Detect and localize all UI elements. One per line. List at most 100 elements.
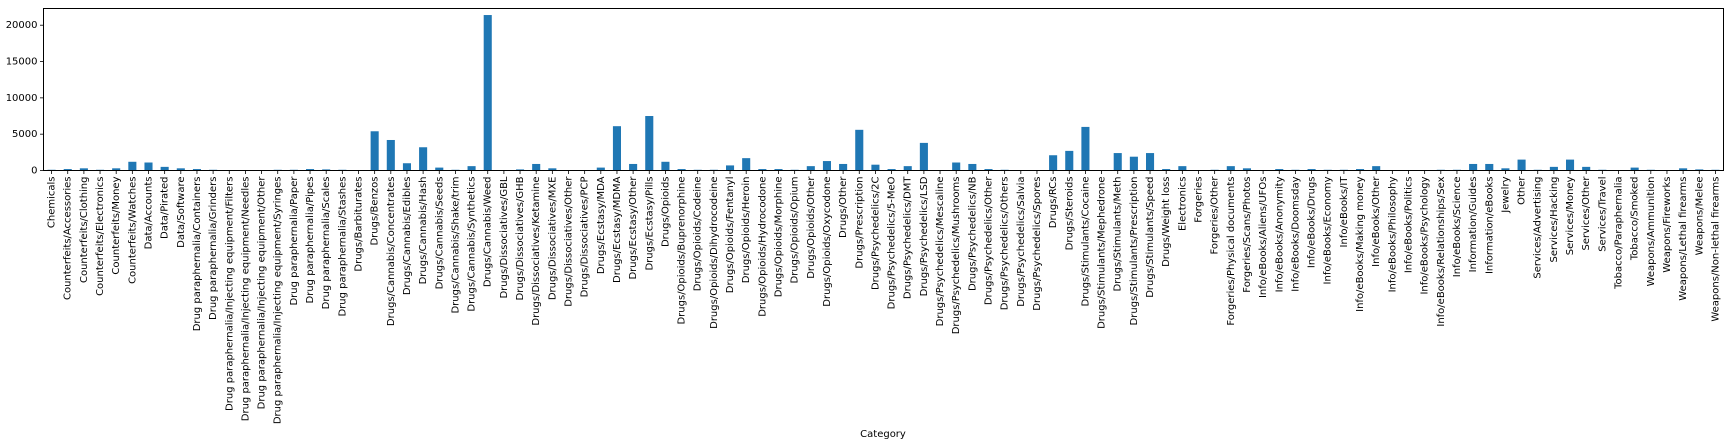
x-tick-label: Drug paraphernalia/Injecting equipment/N… [240,177,251,422]
x-tick-label: Drugs/Steroids [1064,177,1075,251]
x-tick-label: Drug paraphernalia/Injecting equipment/S… [273,177,284,425]
x-tick-label: Information/Guides [1468,177,1479,273]
bar [1049,155,1058,171]
x-tick-label: Drugs/Psychedelics/Others [1000,177,1011,311]
x-tick-label: Drugs/RCs [1048,177,1059,229]
bar [1582,166,1591,171]
bar [1242,168,1251,171]
bar [370,131,379,171]
bar [645,116,654,171]
bar [192,169,201,171]
x-tick-label: Drug paraphernalia/Containers [192,177,203,332]
x-tick-label: Drugs/Psychedelics/LSD [919,176,930,296]
bar [1146,153,1155,171]
bar [629,163,638,171]
x-tick-label: Weapons/Fireworks [1662,177,1673,273]
x-axis: Chemicals Counterfeits/Accessories Counter… [47,170,1721,425]
x-tick-label: Drugs/Opioids/Other [806,176,817,279]
bar [1178,166,1187,171]
bar [306,169,315,171]
bar [612,126,621,171]
x-tick-label: Info/eBooks/Philosophy [1387,176,1398,292]
x-tick-label: Drugs/Stimulants/Speed [1145,177,1156,298]
bar [1630,167,1639,171]
x-tick-label: Drugs/Ecstasy/MDMA [612,176,623,283]
x-tick-label: Services/Other [1581,176,1592,251]
x-tick-label: Drugs/Cannabis/Hash [418,177,429,285]
bar [1162,169,1171,171]
x-tick-label: Forgeries [1194,177,1205,223]
x-tick-label: Drugs/Psychedelics/Mushrooms [951,177,962,335]
x-tick-label: Services/Money [1565,176,1576,255]
x-tick-label: Jewelry [1500,176,1511,213]
bar [128,161,137,171]
bar [871,164,880,171]
bar [386,139,395,171]
x-tick-label: Info/eBooks/IT [1339,176,1350,248]
bar [516,169,525,171]
x-tick-label: Drugs/Other [838,176,849,238]
bar [742,158,751,171]
plot-frame [43,8,1724,171]
bar [160,166,169,171]
bar [419,147,428,171]
y-tick-label: 0 [31,166,37,177]
bar [887,169,896,171]
bar [144,162,153,171]
bar [1113,153,1122,171]
x-tick-label: Info/eBooks/Psychology [1420,176,1431,294]
bar [774,169,783,171]
bar [903,166,912,171]
bar [467,166,476,171]
x-tick-label: Counterfeits/Clothing [79,177,90,284]
x-tick-label: Counterfeits/Watches [127,177,138,284]
x-tick-label: Weapons/Melee [1694,177,1705,256]
x-tick-label: Counterfeits/Electronics [95,177,106,296]
bar [1226,166,1235,171]
x-tick-label: Drug paraphernalia/Paper [289,176,300,306]
bar [79,168,88,171]
x-tick-label: Drug paraphernalia/Injecting equipment/O… [257,176,268,410]
bar [1275,169,1284,171]
x-tick-label: Drugs/Opioids/Morphine [774,177,785,298]
bar [1566,159,1575,171]
x-tick-label: Info/eBooks/Anonymity [1274,176,1285,292]
bar [661,161,670,171]
y-tick-label: 15000 [6,57,38,68]
x-tick-label: Forgeries/Scans/Photos [1242,177,1253,293]
bar [1356,169,1365,171]
x-tick-label: Drug paraphernalia/Stashes [337,177,348,317]
x-tick-label: Data/Accounts [144,177,155,250]
bar [1372,166,1381,171]
x-tick-label: Drugs/Dissociatives/GBL [499,176,510,298]
bar [1695,169,1704,171]
x-tick-label: Info/eBooks/Aliens/UFOs [1258,177,1269,299]
x-tick-label: Drugs/Cannabis/Edibles [402,177,413,296]
x-tick-label: Drugs/Opioids/Buprenorphine [677,177,688,325]
x-tick-label: Drugs/Cannabis/Concentrates [386,177,397,327]
bar [855,129,864,171]
bar [984,169,993,171]
y-axis: 0 5000 10000 15000 20000 [6,20,44,177]
x-tick-label: Data/Pirated [160,177,171,240]
x-tick-label: Drugs/Dissociatives/Other [564,176,575,307]
x-tick-label: Drugs/Opioids [660,177,671,248]
x-tick-label: Drugs/Stimulants/Mephedrone [1097,177,1108,329]
x-tick-label: Drugs/Opioids/Fentanyl [725,177,736,294]
x-tick-label: Info/eBooks/Economy [1323,176,1334,284]
bar [1549,166,1558,171]
bar [435,167,444,171]
x-tick-label: Drugs/Cannabis/Weed [483,177,494,288]
x-tick-label: Drugs/Cannabis/Seeds [434,177,445,290]
x-tick-label: Weapons/Non-lethal firearms [1710,177,1721,322]
x-tick-label: Drugs/Cannabis/Shake/trim [450,177,461,314]
x-tick-label: Drug paraphernalia/Pipes [305,177,316,304]
x-tick-label: Drug paraphernalia/Scales [321,177,332,310]
x-tick-label: Drugs/Opioids/Heroin [741,177,752,284]
bar [1501,168,1510,171]
bar [483,15,492,171]
x-tick-label: Tobacco/Paraphernalia [1614,177,1625,290]
x-tick-label: Info/eBooks/Drugs [1307,177,1318,269]
x-axis-title: Category [860,429,906,440]
bar [968,163,977,171]
